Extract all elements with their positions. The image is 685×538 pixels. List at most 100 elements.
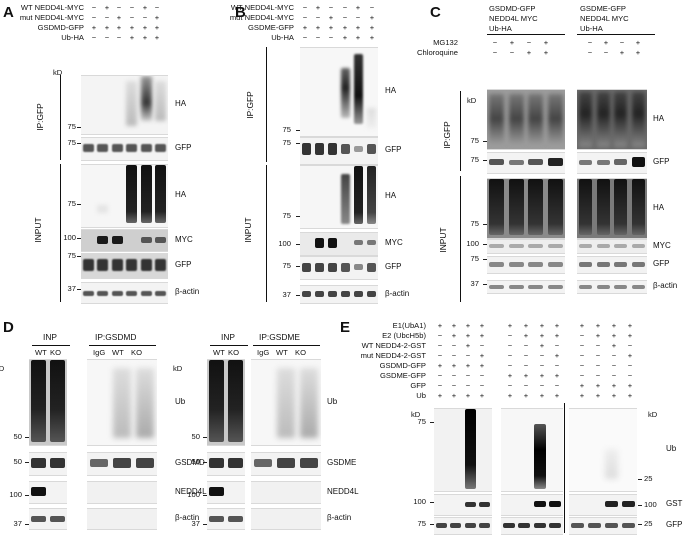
e-blot-2-group-1-lane-3 [464, 502, 476, 507]
a-blot-2-lane-1 [82, 144, 94, 152]
c-blot-right-4-lane-4 [631, 244, 645, 248]
d-left-mw-tick [25, 437, 29, 438]
b-blot-2-lane-2 [314, 143, 325, 155]
b-sign: + [369, 23, 375, 32]
d-left-ip-blot-1-lane-2 [113, 368, 131, 438]
b-blot-3-lane-5 [353, 166, 364, 224]
a-mw-tick [77, 256, 81, 257]
e-sign: + [595, 381, 601, 390]
b-blot-4-lane-3 [327, 238, 338, 248]
a-sign: + [91, 23, 97, 32]
d-left-band-label: β-actin [175, 513, 200, 522]
d-left-input-blot-3 [29, 481, 67, 504]
c-sign: + [543, 38, 549, 47]
a-blot-6-lane-4 [126, 291, 138, 296]
a-input-bracket [60, 164, 61, 302]
e-sign: − [479, 371, 485, 380]
a-blot-1-lane-5 [140, 76, 152, 121]
e-mw-marker-right: 25 [644, 519, 653, 528]
d-left-input-blot-2 [29, 452, 67, 476]
b-blot-2-lane-5 [353, 146, 364, 152]
a-band-label: GFP [175, 143, 192, 152]
a-band-label: HA [175, 99, 187, 108]
d-left-input-blot-1-lane-1 [31, 360, 46, 442]
c-blot-left-2-lane-2 [508, 160, 524, 165]
e-sign: + [523, 391, 529, 400]
c-blot-left-4-lane-3 [528, 244, 544, 248]
c-blot-right-2-lane-3 [614, 159, 628, 165]
e-blot-1-group-2-lane-3 [533, 424, 546, 489]
b-blot-6-lane-6 [366, 291, 377, 297]
d-right-band-label: GSDME [327, 458, 357, 467]
e-sign: − [451, 371, 457, 380]
e-sign: + [595, 321, 601, 330]
d-left-band-label: NEDD4L [175, 486, 207, 496]
d-right-inp-rule [210, 345, 248, 346]
b-blot-2-lane-3 [327, 143, 338, 155]
c-sign: + [635, 38, 641, 47]
a-sign: − [91, 33, 97, 42]
d-left-mw-tick [25, 495, 29, 496]
a-blot-2-lane-4 [126, 144, 138, 152]
e-sign: + [595, 391, 601, 400]
e-sign: + [554, 321, 560, 330]
b-mw-marker: 100 [278, 239, 291, 248]
c-blot-right-1 [577, 89, 647, 150]
c-blot-left-5-lane-1 [489, 262, 505, 267]
b-mw-tick [296, 216, 300, 217]
d-right-input-blot-4-lane-2 [228, 516, 243, 522]
b-input-bracket [266, 165, 267, 302]
d-left-input-blot-2-lane-2 [50, 458, 65, 468]
c-blot-left-6-lane-4 [547, 285, 563, 289]
b-mw-tick [296, 266, 300, 267]
c-blot-left-4-lane-4 [547, 244, 563, 248]
a-blot-6-lane-3 [111, 291, 123, 296]
a-condition-label: mut NEDD4L-MYC [19, 13, 84, 22]
a-band-label: GFP [175, 260, 192, 269]
c-blot-left-4 [487, 239, 565, 254]
e-sign: + [611, 391, 617, 400]
a-blot-5 [81, 253, 168, 279]
b-blot-4 [300, 232, 378, 256]
c-blot-left-3-lane-2 [508, 179, 524, 235]
c-band-label: HA [653, 113, 665, 123]
c-blot-right-4 [577, 239, 647, 254]
e-kd-right: kD [648, 410, 658, 419]
e-blot-3-group-3-lane-2 [588, 523, 601, 528]
e-blot-2-group-1-lane-4 [479, 502, 491, 507]
c-blot-right-4-lane-1 [579, 244, 593, 248]
d-right-ip-lane: KO [295, 348, 306, 357]
a-blot-6 [81, 282, 168, 304]
d-right-input-blot-3-lane-1 [209, 487, 224, 496]
c-group-left-line-rule [487, 34, 565, 35]
c-sign: − [509, 48, 515, 57]
b-blot-4-lane-6 [366, 240, 377, 245]
c-blot-right-1-lane-4 [631, 92, 645, 147]
e-sign: + [523, 321, 529, 330]
d-left-mw-marker: 37 [13, 519, 22, 528]
b-band-label: HA [385, 191, 397, 200]
e-sign: − [627, 371, 633, 380]
e-mw-tick-right [638, 479, 642, 480]
e-blot-3-group-3 [569, 517, 637, 535]
e-sign: + [507, 371, 513, 380]
e-sign: − [451, 381, 457, 390]
c-blot-left-2 [487, 152, 565, 174]
d-right-input-blot-1 [207, 359, 245, 446]
e-sign: − [437, 331, 443, 340]
e-sign: − [507, 351, 513, 360]
e-condition-label: E2 (UbcH5b) [382, 331, 426, 340]
e-sign: − [539, 381, 545, 390]
b-blot-5 [300, 256, 378, 280]
a-mw-marker: 37 [67, 284, 76, 293]
a-section-ip: IP:GFP [35, 103, 45, 131]
a-sign: − [142, 13, 148, 22]
e-sign: − [554, 381, 560, 390]
e-blot-3-group-3-lane-3 [605, 523, 618, 528]
d-left-ip-blot-3 [87, 481, 157, 504]
c-blot-right-3-lane-4 [631, 179, 645, 235]
e-blot-1-group-1-lane-3 [464, 409, 476, 489]
e-sign: + [627, 331, 633, 340]
d-right-ip-blot-2 [251, 452, 321, 476]
c-mw-marker: 37 [470, 279, 479, 288]
